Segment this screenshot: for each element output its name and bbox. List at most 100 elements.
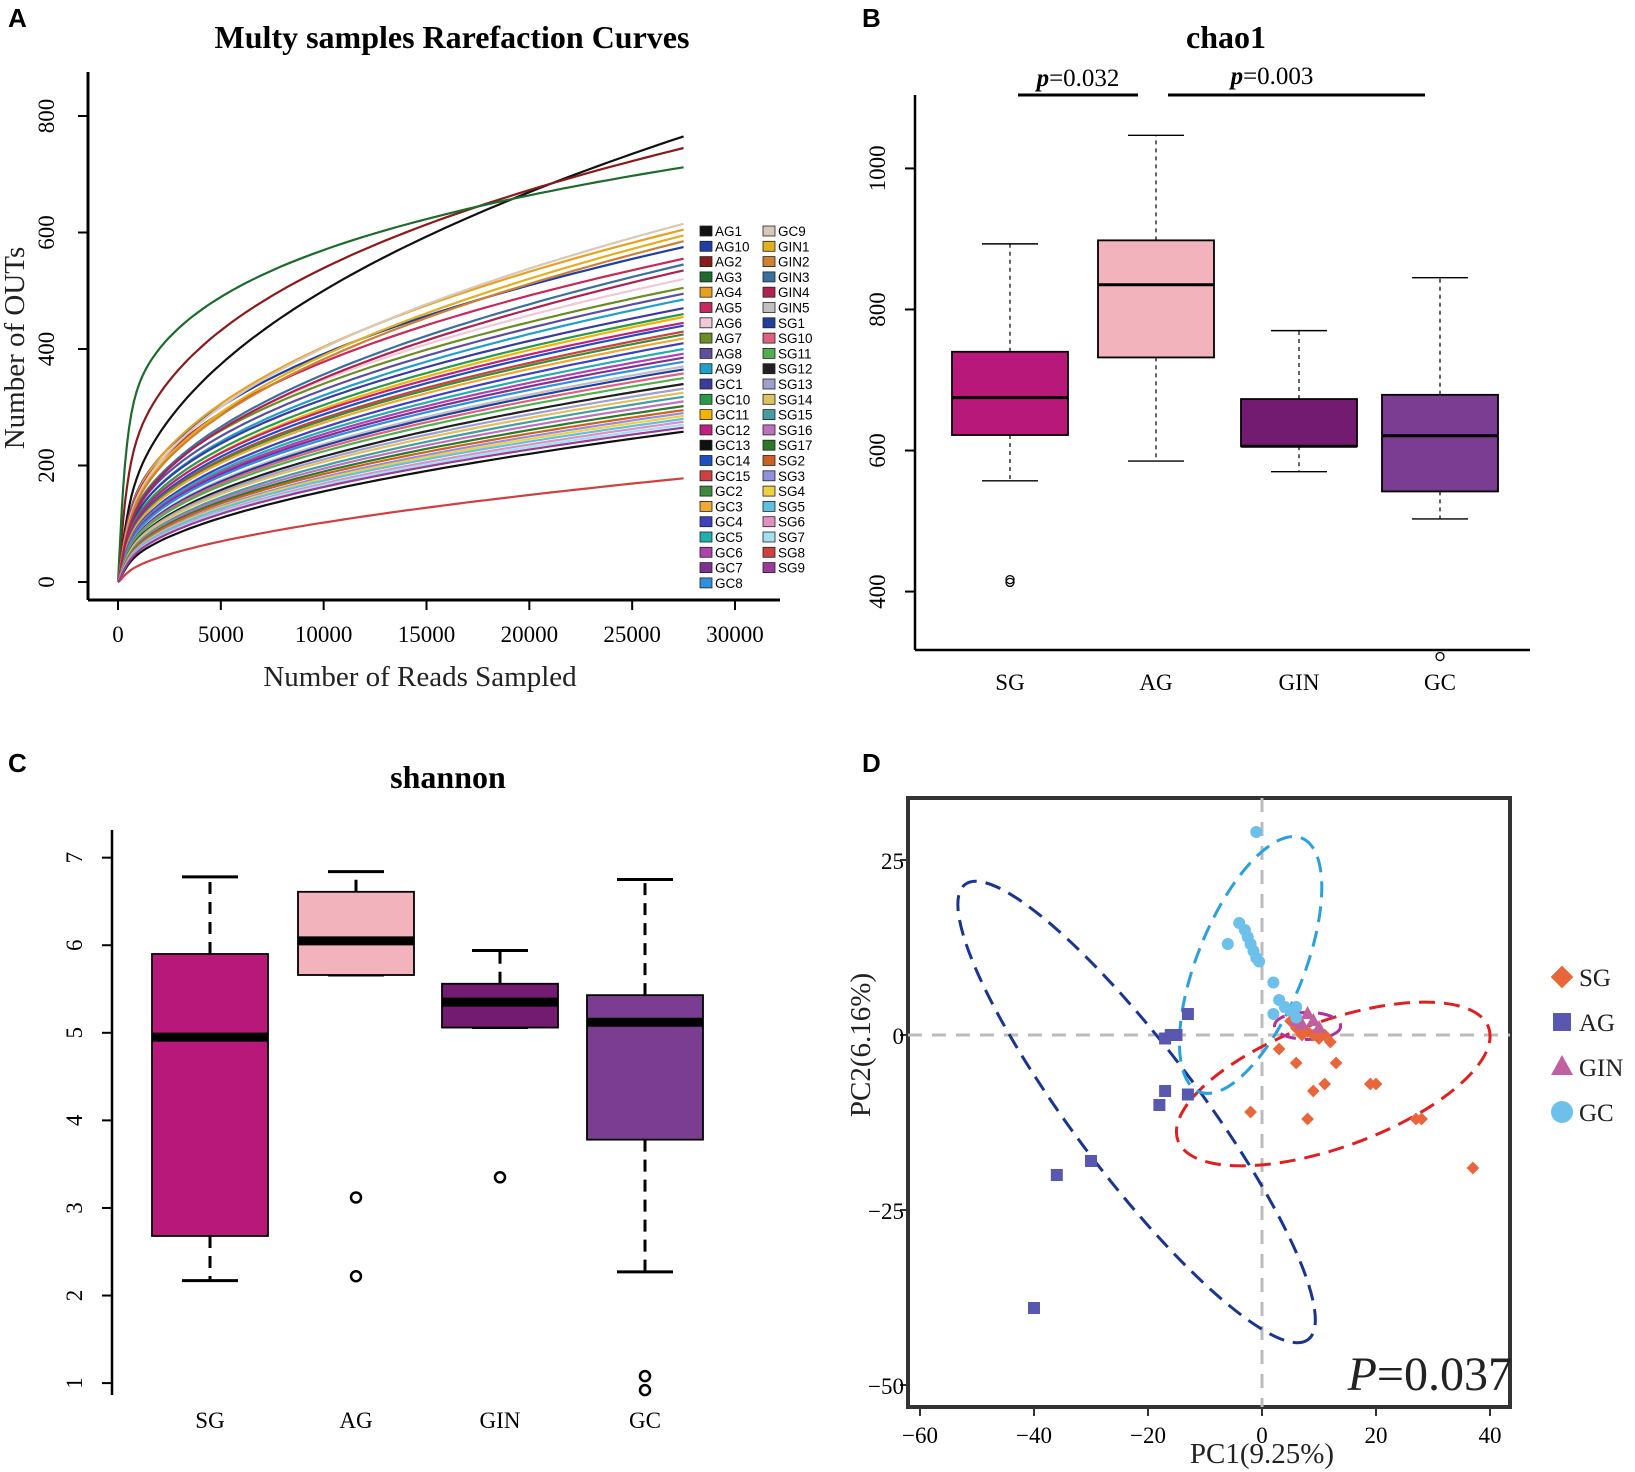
panel-b-category-label-sg: SG xyxy=(995,670,1024,695)
panel-b-y-tick-label: 1000 xyxy=(865,145,890,191)
panel-d-y-tick-label: 0 xyxy=(893,1024,905,1049)
panel-a-y-tick-label: 200 xyxy=(34,448,59,483)
panel-b-box-gin xyxy=(1240,398,1358,448)
comparison-label-sg-ag: p=0.032 xyxy=(1035,65,1120,92)
rarefaction-curve-gc8 xyxy=(117,360,684,583)
legend-swatch-gc9 xyxy=(762,225,776,237)
legend-label-ag10: AG10 xyxy=(715,239,750,254)
panel-c-y-tick-label: 4 xyxy=(62,1114,87,1126)
legend-label-ag4: AG4 xyxy=(715,285,743,300)
panel-a-x-tick-label: 5000 xyxy=(198,622,244,647)
legend-label-sg10: SG10 xyxy=(778,331,813,346)
point-gc xyxy=(1290,1001,1303,1013)
panel-d-x-tick-label: 40 xyxy=(1479,1423,1502,1448)
panel-a-x-tick-label: 20000 xyxy=(501,622,559,647)
point-sg xyxy=(1466,1161,1480,1175)
confidence-ellipse-ag xyxy=(956,879,1317,1345)
point-sg xyxy=(1329,1056,1343,1070)
panel-c-letter: C xyxy=(8,748,27,778)
rarefaction-curve-sg8 xyxy=(117,477,684,583)
panel-c-y-tick-label: 2 xyxy=(62,1290,87,1302)
pcoa-legend-marker-ag xyxy=(1553,1013,1571,1031)
panel-d-xlabel: PC1(9.25%) xyxy=(1190,1438,1334,1470)
point-sg xyxy=(1272,1042,1286,1056)
legend-label-gin1: GIN1 xyxy=(778,239,810,254)
pcoa-legend-label-ag: AG xyxy=(1579,1010,1615,1037)
legend-swatch-gc7 xyxy=(699,562,713,573)
point-sg xyxy=(1318,1077,1332,1091)
legend-label-gc11: GC11 xyxy=(715,408,749,423)
panel-c-y-tick-label: 3 xyxy=(62,1202,87,1214)
legend-swatch-ag9 xyxy=(699,363,713,375)
panel-c-outlier-ag xyxy=(349,1191,363,1204)
panel-a-y-tick-label: 400 xyxy=(34,332,59,367)
legend-label-sg6: SG6 xyxy=(778,515,805,530)
legend-swatch-ag2 xyxy=(699,256,713,268)
point-sg xyxy=(1301,1112,1314,1126)
rarefaction-curve-sg9 xyxy=(117,426,684,583)
legend-label-gc14: GC14 xyxy=(715,454,751,469)
legend-label-ag2: AG2 xyxy=(715,255,742,270)
panel-b-y-tick-label: 600 xyxy=(865,433,890,468)
panel-a-x-tick-label: 0 xyxy=(112,622,124,647)
legend-swatch-gin4 xyxy=(762,286,776,298)
point-gc xyxy=(1221,938,1234,950)
pcoa-legend-marker-gc xyxy=(1551,1101,1573,1123)
panel-c-outlier-gin xyxy=(493,1171,507,1184)
panel-c-box-ag xyxy=(297,890,415,976)
legend-swatch-sg16 xyxy=(762,424,776,436)
point-gc xyxy=(1290,1011,1303,1024)
pcoa-legend-label-gin: GIN xyxy=(1579,1055,1623,1082)
point-gc xyxy=(1253,955,1266,968)
panel-c-y-tick-label: 1 xyxy=(62,1377,87,1389)
legend-label-ag9: AG9 xyxy=(715,362,742,377)
rarefaction-curve-gin4 xyxy=(116,269,684,583)
legend-label-ag5: AG5 xyxy=(715,301,742,316)
legend-swatch-ag3 xyxy=(699,271,713,283)
point-ag xyxy=(1028,1302,1040,1314)
point-sg xyxy=(1415,1112,1428,1126)
panel-b-box-sg xyxy=(951,350,1069,436)
comparison-p-ag-gc: p xyxy=(1229,63,1244,90)
legend-label-sg15: SG15 xyxy=(778,408,813,423)
confidence-ellipse-gc xyxy=(1177,835,1324,1095)
panel-b-title: chao1 xyxy=(1186,19,1266,55)
legend-swatch-sg2 xyxy=(762,455,776,466)
point-ag xyxy=(1181,1088,1194,1101)
panel-c-y-tick-label: 7 xyxy=(62,852,87,864)
panel-b-outlier-sg xyxy=(1005,577,1015,588)
panel-a-title: Multy samples Rarefaction Curves xyxy=(215,19,690,55)
point-ag xyxy=(1050,1169,1063,1181)
point-sg xyxy=(1289,1056,1303,1070)
panel-b-comparisons: p=0.032 p=0.003 xyxy=(1018,63,1425,97)
panel-d-x-tick-label: 20 xyxy=(1365,1423,1388,1448)
panel-b: B chao1 400 600 800 1000 SG AG GIN GC p=0.032 … xyxy=(862,3,1530,695)
panel-b-axes: 400 600 800 1000 xyxy=(865,95,1530,652)
panel-d-x-tick-label: −60 xyxy=(902,1423,938,1448)
legend-swatch-ag6 xyxy=(699,317,713,329)
point-gc xyxy=(1267,976,1280,989)
legend-swatch-sg6 xyxy=(762,516,776,528)
panel-b-category-label-gin: GIN xyxy=(1279,670,1320,695)
comparison-label-ag-gc: p=0.003 xyxy=(1229,63,1314,90)
panel-c-category-label-ag: AG xyxy=(339,1408,372,1433)
comparison-value-sg-ag: =0.032 xyxy=(1049,65,1119,92)
panel-c-outlier-gc xyxy=(638,1369,652,1383)
legend-label-gc13: GC13 xyxy=(715,438,750,453)
legend-label-gc8: GC8 xyxy=(715,576,743,591)
rarefaction-curve-gc1 xyxy=(116,307,684,583)
legend-swatch-gc1 xyxy=(699,378,713,390)
panel-c-y-tick-label: 6 xyxy=(62,939,87,951)
point-ag xyxy=(1159,1032,1172,1045)
legend-label-gc12: GC12 xyxy=(715,423,750,438)
panel-a-ylabel: Number of OUTs xyxy=(0,247,31,450)
panel-b-letter: B xyxy=(862,3,881,33)
legend-swatch-gc5 xyxy=(699,531,713,543)
legend-label-gin4: GIN4 xyxy=(778,285,810,300)
point-gin xyxy=(1300,1006,1315,1019)
legend-swatch-gc12 xyxy=(699,424,713,436)
legend-swatch-sg1 xyxy=(762,317,776,329)
legend-swatch-gc10 xyxy=(699,393,713,405)
legend-label-ag6: AG6 xyxy=(715,316,742,331)
panel-d-pvalue: P=0.037 xyxy=(1347,1348,1512,1401)
